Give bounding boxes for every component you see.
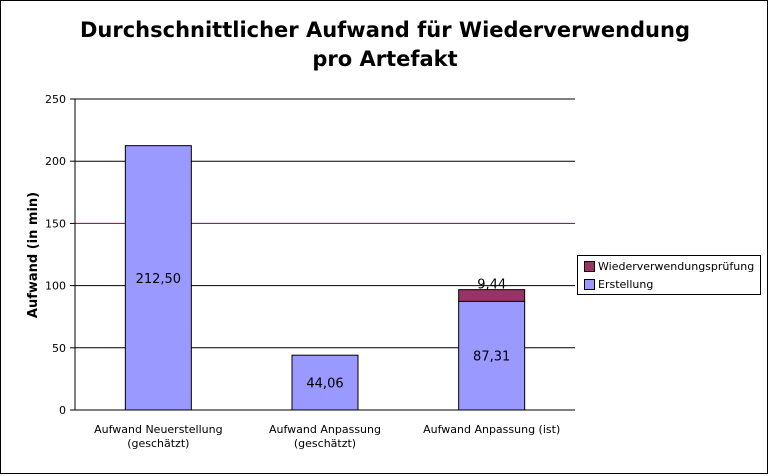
category-labels: Aufwand Neuerstellung(geschätzt)Aufwand … <box>94 423 560 450</box>
legend-label: Erstellung <box>598 278 654 291</box>
legend-label: Wiederverwendungsprüfung <box>598 260 755 273</box>
y-axis-label: Aufwand (in min) <box>26 192 41 318</box>
bar-erstellung <box>291 354 359 411</box>
y-tick-label: 150 <box>45 217 66 230</box>
chart-title-line2: pro Artefakt <box>312 47 458 71</box>
data-label: 44,06 <box>306 377 343 392</box>
category-label: Aufwand Neuerstellung <box>94 423 222 436</box>
category-label: Aufwand Anpassung (ist) <box>423 423 560 436</box>
bar-erstellung <box>458 300 526 411</box>
y-tick-label: 200 <box>45 155 66 168</box>
bars: 212,50 44,06 87,31 9,44 <box>124 145 526 411</box>
legend: Wiederverwendungsprüfung Erstellung <box>577 255 761 295</box>
legend-swatch <box>584 261 595 272</box>
chart-title-line1: Durchschnittlicher Aufwand für Wiederver… <box>79 18 690 42</box>
bar-erstellung <box>124 145 192 411</box>
y-tick-label: 0 <box>59 404 66 417</box>
bar-wiederverwendungspruefung <box>458 289 526 302</box>
y-tick-label: 250 <box>45 93 66 106</box>
category-label: Aufwand Anpassung <box>269 423 381 436</box>
legend-swatch <box>584 279 595 290</box>
legend-item-wiederverwendungspruefung: Wiederverwendungsprüfung <box>584 260 754 273</box>
data-label: 9,44 <box>477 278 506 293</box>
legend-item-erstellung: Erstellung <box>584 278 653 291</box>
category-label: (geschätzt) <box>294 437 356 450</box>
data-label: 212,50 <box>136 272 182 287</box>
y-tick-labels: 0 50 100 150 200 250 <box>45 93 66 417</box>
data-label: 87,31 <box>473 350 510 365</box>
category-label: (geschätzt) <box>127 437 189 450</box>
y-tick-label: 100 <box>45 280 66 293</box>
y-tick-label: 50 <box>52 342 66 355</box>
